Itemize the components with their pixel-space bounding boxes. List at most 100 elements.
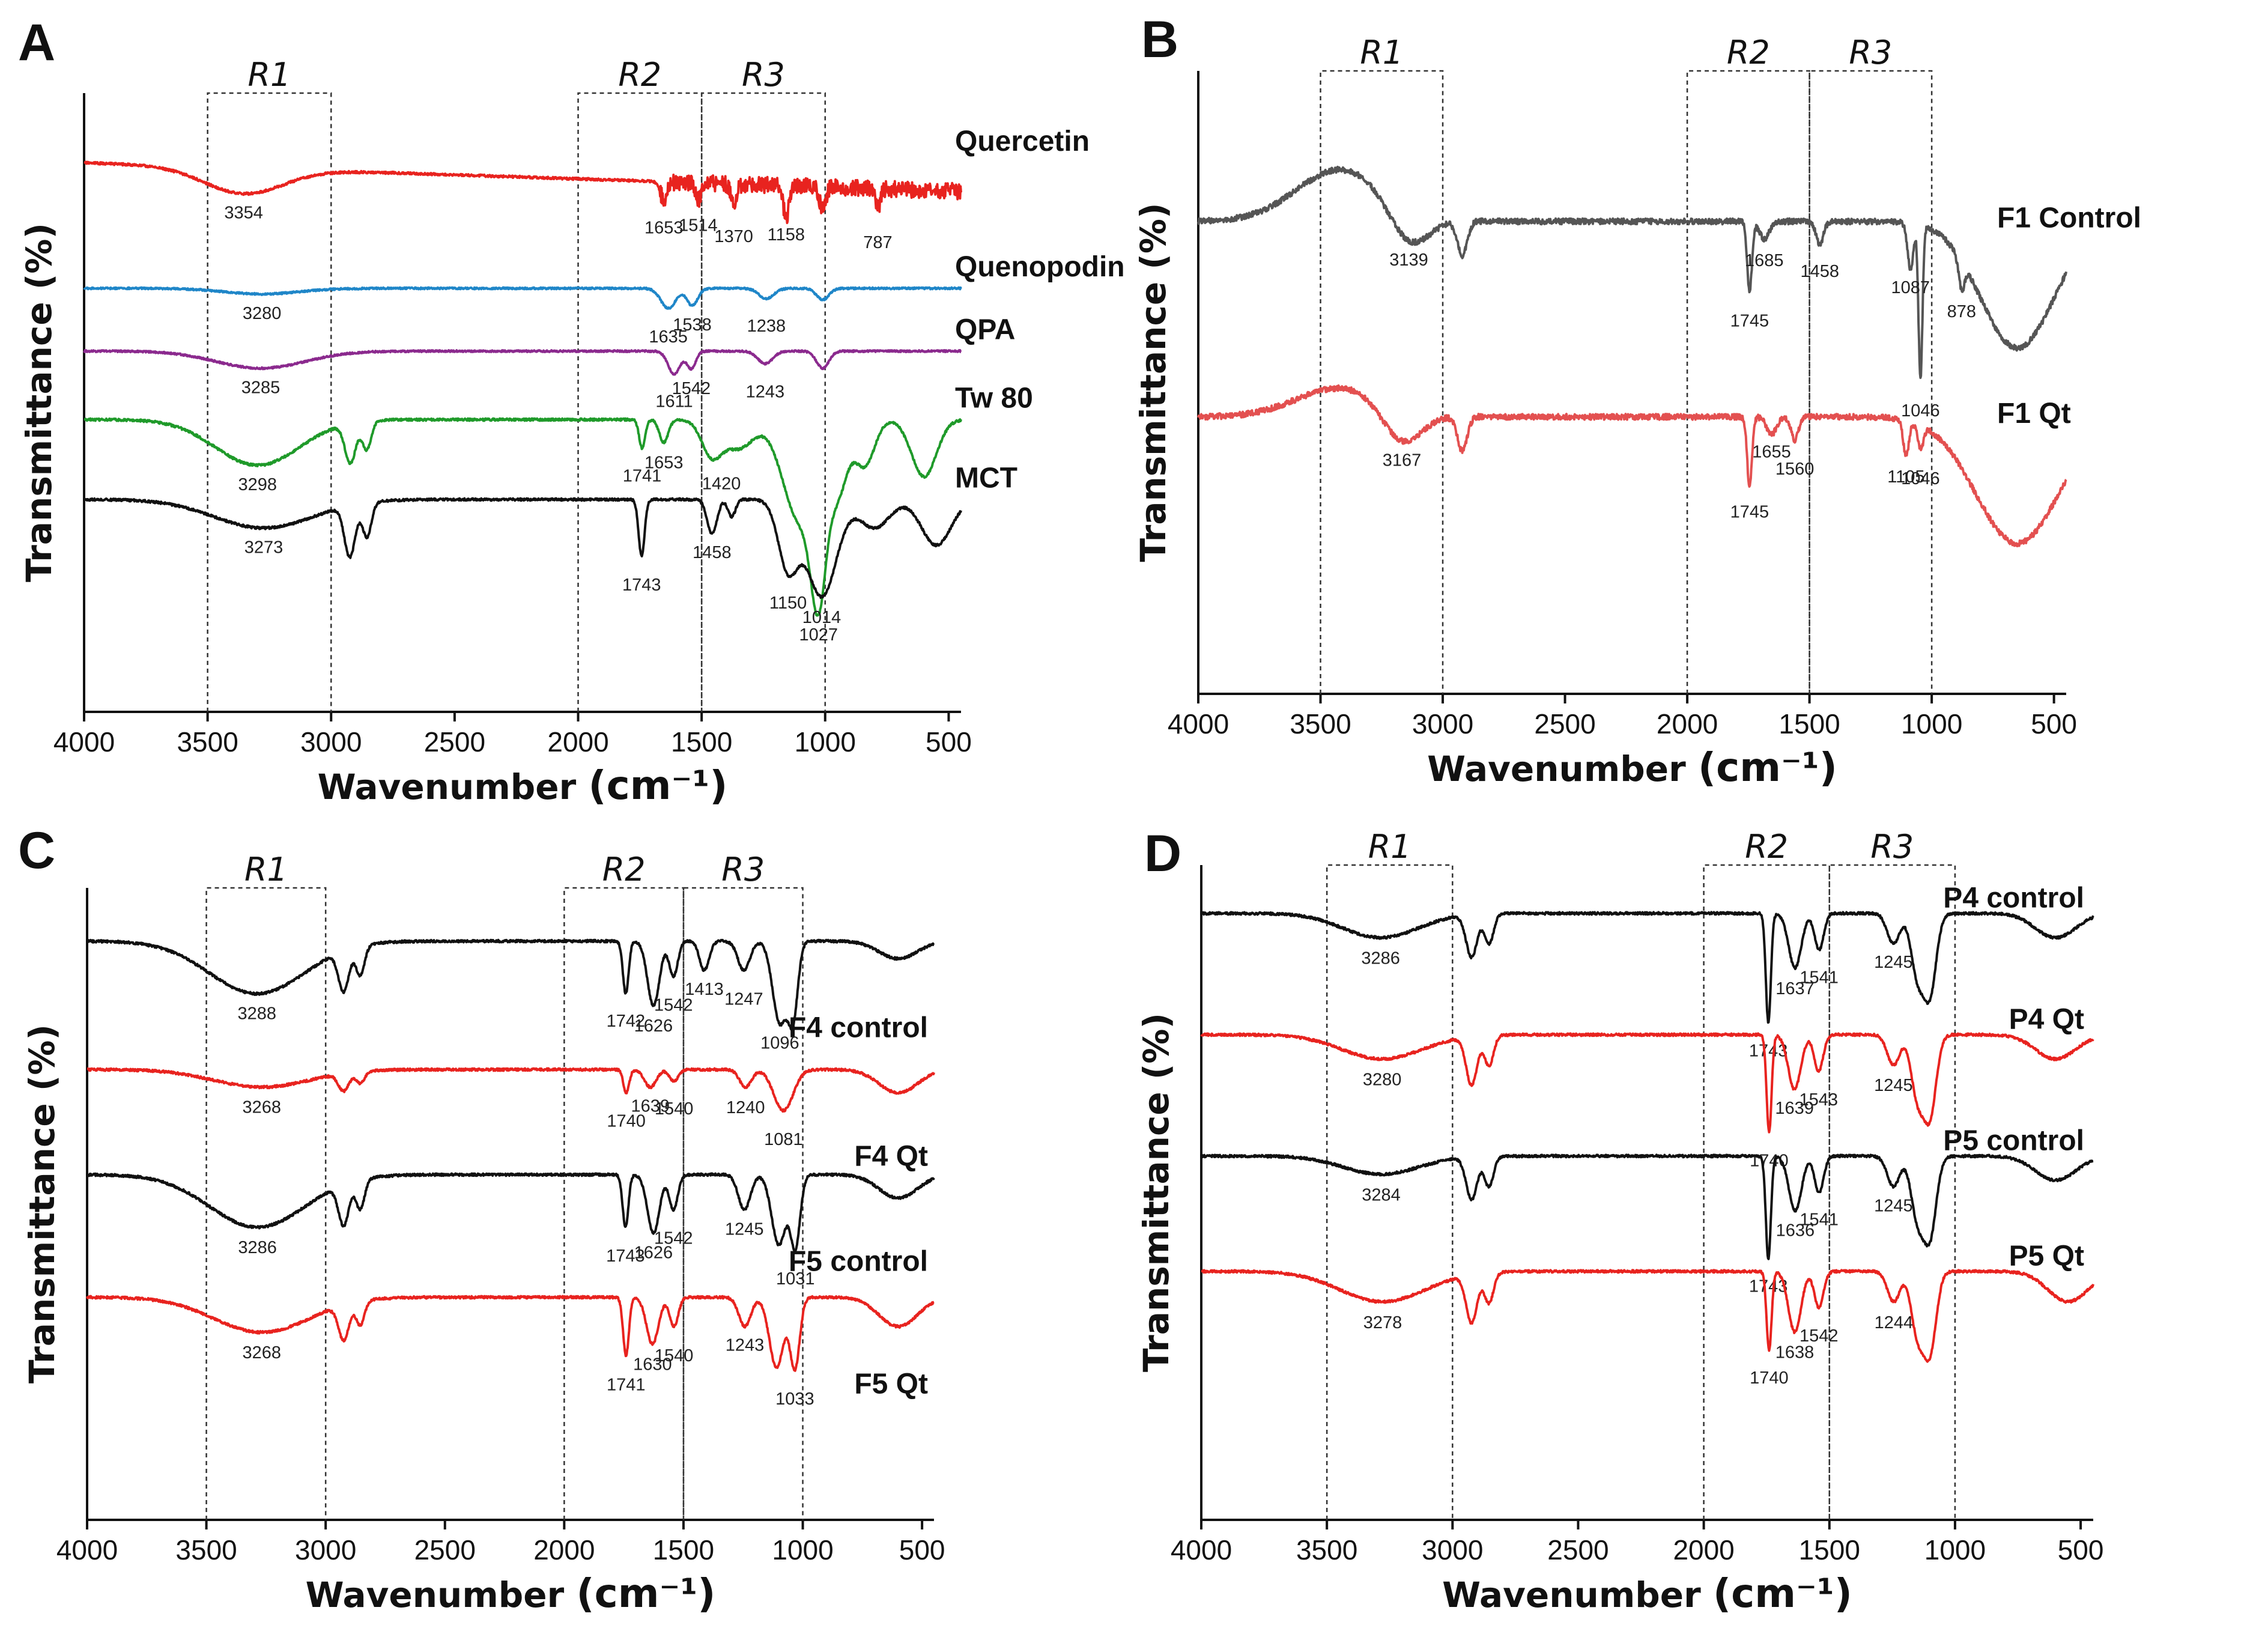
x-axis-label-text: Wavenumber bbox=[318, 767, 589, 807]
peak-label: 1637 bbox=[1775, 979, 1815, 998]
panel-letter: C bbox=[18, 822, 55, 879]
peak-label: 1046 bbox=[1901, 401, 1940, 421]
peak-label: 1638 bbox=[1775, 1343, 1815, 1362]
x-tick-label: 1500 bbox=[653, 1534, 714, 1566]
region-r3-label: R3 bbox=[742, 56, 785, 94]
peak-label: 1244 bbox=[1875, 1313, 1914, 1332]
peak-label: 1685 bbox=[1745, 251, 1784, 270]
panel-a: A 4000 3500 3000 2500 2000 1500 1000 500 Wavenumb… bbox=[18, 14, 1125, 809]
peak-label: 1743 bbox=[1749, 1042, 1788, 1061]
peak-label: 1238 bbox=[747, 317, 786, 336]
peak-label: 3273 bbox=[244, 538, 284, 557]
x-axis-label-text: Wavenumber bbox=[306, 1575, 577, 1615]
x-tick-label: 1000 bbox=[1924, 1534, 1986, 1566]
peak-label: 1538 bbox=[673, 315, 712, 335]
x-axis-label: Wavenumber (cm⁻¹) bbox=[318, 762, 728, 809]
peak-label: 1158 bbox=[768, 225, 805, 244]
peak-label: 1626 bbox=[634, 1244, 673, 1263]
series-label-f5-qt: F5 Qt bbox=[854, 1368, 928, 1400]
peak-label: 3286 bbox=[1361, 949, 1400, 968]
region-r2-label: R2 bbox=[1727, 34, 1770, 71]
peak-label: 878 bbox=[1947, 302, 1976, 321]
peak-label: 1542 bbox=[654, 1229, 693, 1248]
x-tick-label: 4000 bbox=[1168, 708, 1229, 740]
peak-label: 1740 bbox=[607, 1111, 646, 1131]
series-label-p5-qt: P5 Qt bbox=[2009, 1240, 2084, 1272]
peak-label: 1247 bbox=[724, 989, 763, 1009]
x-axis-label-unit: (cm⁻¹) bbox=[576, 1570, 715, 1617]
peak-label: 1743 bbox=[622, 576, 661, 595]
x-tick-label: 2000 bbox=[1673, 1534, 1734, 1566]
series-line-p5-control bbox=[1200, 1153, 2094, 1260]
y-axis-label: Transmittance (%) bbox=[1133, 203, 1174, 562]
series-line-f1-qt bbox=[1197, 384, 2067, 548]
peak-label: 1540 bbox=[655, 1346, 694, 1365]
series-line-quenopodin bbox=[83, 286, 962, 310]
peak-label: 1420 bbox=[702, 475, 741, 494]
peak-label: 1031 bbox=[776, 1269, 815, 1289]
region-r1-box bbox=[207, 92, 332, 712]
series-line-f4-qt bbox=[86, 1067, 935, 1113]
peak-label: 1245 bbox=[725, 1220, 764, 1239]
peak-label: 3268 bbox=[242, 1098, 281, 1117]
panel-d: D 4000 3500 3000 2500 2000 1500 1000 500 Wavenumb… bbox=[1136, 825, 2103, 1617]
x-tick-label: 3500 bbox=[175, 1534, 237, 1566]
peak-label: 1639 bbox=[1775, 1099, 1814, 1118]
peak-label: 1630 bbox=[633, 1355, 672, 1374]
peak-label: 3284 bbox=[1362, 1186, 1401, 1205]
series-label-qpa: QPA bbox=[955, 314, 1015, 346]
peak-label: 1743 bbox=[606, 1247, 645, 1266]
x-tick-label: 2000 bbox=[1657, 708, 1718, 740]
peak-label: 3139 bbox=[1389, 251, 1428, 270]
region-r3-box bbox=[682, 887, 804, 1520]
series-label-f5-control: F5 control bbox=[789, 1245, 928, 1277]
series-label-f1-qt: F1 Qt bbox=[1997, 398, 2071, 430]
series-label-p4-qt: P4 Qt bbox=[2009, 1003, 2084, 1035]
peak-label: 3298 bbox=[238, 475, 277, 494]
x-tick-label: 500 bbox=[2058, 1534, 2104, 1566]
region-r3-label: R3 bbox=[1849, 34, 1892, 71]
series-line-f1-control bbox=[1197, 165, 2067, 379]
region-r3-box bbox=[700, 92, 826, 712]
peak-label: 1653 bbox=[644, 218, 684, 237]
region-r2-label: R2 bbox=[1745, 828, 1788, 866]
region-r2-box bbox=[563, 887, 685, 1520]
series-label-p4-control: P4 control bbox=[1943, 882, 2084, 914]
x-tick-label: 1500 bbox=[1778, 708, 1840, 740]
peak-label: 1245 bbox=[1874, 1076, 1913, 1095]
peak-label: 1096 bbox=[760, 1033, 799, 1052]
x-tick-label: 1000 bbox=[772, 1534, 833, 1566]
region-r2-label: R2 bbox=[602, 851, 646, 888]
region-r1-label: R1 bbox=[248, 56, 291, 94]
peak-label: 3280 bbox=[1363, 1070, 1402, 1089]
peak-label: 1087 bbox=[1891, 278, 1930, 297]
x-tick-label: 500 bbox=[2031, 708, 2077, 740]
peak-label: 1540 bbox=[655, 1099, 694, 1119]
peak-label: 1639 bbox=[631, 1096, 670, 1116]
peak-label: 1245 bbox=[1874, 953, 1913, 972]
peak-label: 3354 bbox=[224, 203, 263, 222]
y-axis-label: Transmittance (%) bbox=[19, 223, 59, 582]
peak-label: 1543 bbox=[1800, 1090, 1839, 1110]
peak-label: 1413 bbox=[685, 980, 724, 999]
peak-label: 1046 bbox=[1901, 469, 1940, 488]
panel-letter: B bbox=[1141, 11, 1178, 68]
peak-label: 3167 bbox=[1383, 451, 1422, 470]
peak-label: 1635 bbox=[649, 327, 688, 347]
x-axis-label-unit: (cm⁻¹) bbox=[1713, 1570, 1852, 1617]
peak-label: 1014 bbox=[802, 608, 841, 627]
peak-label: 1105 bbox=[1887, 467, 1924, 487]
series-label-f4-control: F4 control bbox=[789, 1012, 928, 1044]
peak-label: 1542 bbox=[654, 996, 693, 1015]
x-tick-label: 2000 bbox=[547, 726, 608, 758]
series-line-f4-control bbox=[86, 938, 935, 1031]
series-line-f5-control bbox=[86, 1172, 935, 1252]
region-r1-label: R1 bbox=[244, 851, 288, 888]
peak-label: 1745 bbox=[1730, 311, 1769, 330]
region-r2-box bbox=[1703, 864, 1831, 1520]
peak-label: 1542 bbox=[672, 379, 711, 398]
panel-b: B 4000 3500 3000 2500 2000 1500 1000 500 Wavenumb… bbox=[1133, 11, 2141, 791]
peak-label: 1742 bbox=[607, 1012, 646, 1031]
peak-label: 1027 bbox=[799, 625, 838, 645]
panel-letter: A bbox=[18, 14, 55, 71]
